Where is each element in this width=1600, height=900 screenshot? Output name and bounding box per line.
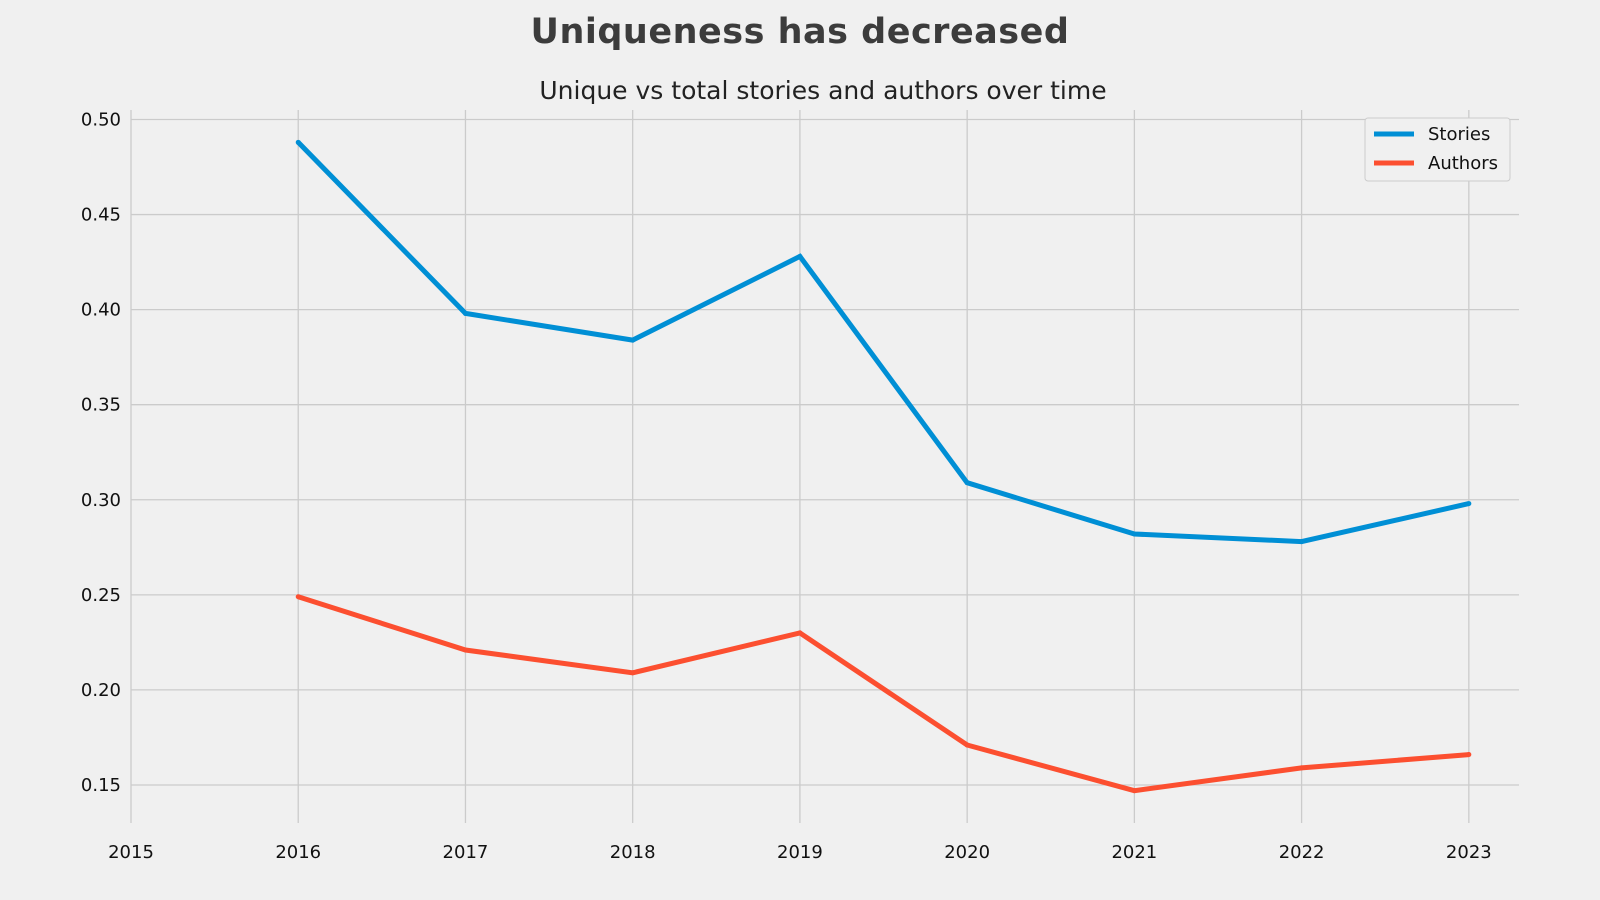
data-point-stories xyxy=(630,337,636,343)
series-line-stories xyxy=(296,140,1470,545)
y-tick-label: 0.20 xyxy=(81,680,121,701)
x-tick-label: 2016 xyxy=(275,842,321,863)
y-tick-label: 0.50 xyxy=(81,110,121,131)
data-point-stories xyxy=(462,310,468,316)
y-tick-label: 0.25 xyxy=(81,585,121,606)
grid xyxy=(130,110,1519,823)
x-tick-label: 2017 xyxy=(443,842,489,863)
y-tick-label: 0.40 xyxy=(81,300,121,321)
data-point-authors xyxy=(1131,788,1137,794)
data-point-authors xyxy=(1299,765,1305,771)
x-tick-label: 2015 xyxy=(108,842,154,863)
data-point-stories xyxy=(964,480,970,486)
series-lines xyxy=(295,139,1472,794)
data-point-authors xyxy=(295,594,301,600)
data-point-stories xyxy=(1299,539,1305,545)
data-point-stories xyxy=(1466,501,1472,507)
figure-title: Uniqueness has decreased xyxy=(530,12,1070,52)
data-point-authors xyxy=(462,647,468,653)
x-tick-label: 2023 xyxy=(1446,842,1492,863)
y-tick-label: 0.15 xyxy=(81,775,121,796)
y-tick-label: 0.45 xyxy=(81,205,121,226)
legend: Stories Authors xyxy=(1364,117,1511,182)
x-tick-label: 2020 xyxy=(944,842,990,863)
legend-label-stories: Stories xyxy=(1428,124,1490,145)
data-point-authors xyxy=(1466,752,1472,758)
y-tick-label: 0.30 xyxy=(81,490,121,511)
axis-ticks: 0.15 0.20 0.25 0.30 0.35 0.40 0.45 0.50 2015 2016… xyxy=(81,110,1492,863)
y-tick-label: 0.35 xyxy=(81,395,121,416)
x-tick-label: 2022 xyxy=(1279,842,1325,863)
data-point-stories xyxy=(797,253,803,259)
x-tick-label: 2019 xyxy=(777,842,823,863)
x-tick-label: 2021 xyxy=(1111,842,1157,863)
data-point-authors xyxy=(964,742,970,748)
data-point-authors xyxy=(797,630,803,636)
data-point-stories xyxy=(1131,531,1137,537)
chart-subtitle: Unique vs total stories and authors over… xyxy=(539,76,1106,105)
data-point-stories xyxy=(295,139,301,145)
legend-label-authors: Authors xyxy=(1428,153,1498,174)
x-tick-label: 2018 xyxy=(610,842,656,863)
series-line-authors xyxy=(297,594,1469,794)
data-point-authors xyxy=(630,670,636,676)
